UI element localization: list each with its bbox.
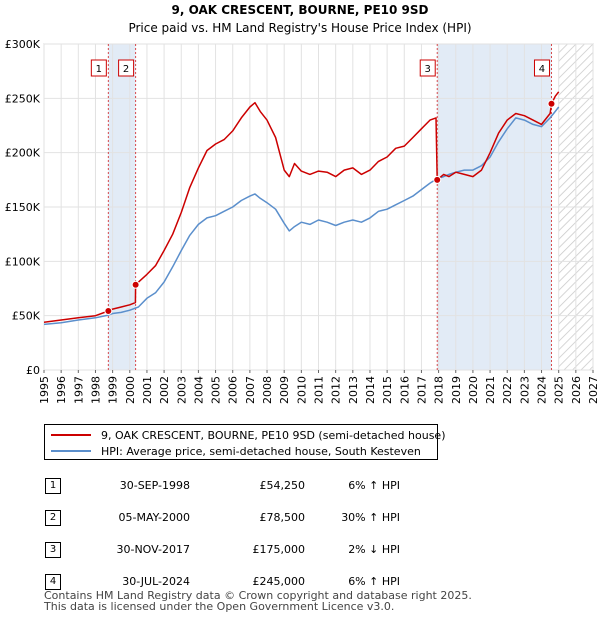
series-lines [44, 91, 560, 326]
sale-date: 05-MAY-2000 [118, 511, 190, 524]
hpi-line [44, 106, 560, 326]
footer-license: This data is licensed under the Open Gov… [44, 600, 395, 613]
sale-point [104, 307, 113, 316]
property-price-line [44, 91, 560, 323]
x-tick-label: 2006 [227, 376, 240, 404]
price-chart: 9, OAK CRESCENT, BOURNE, PE10 9SD Price … [5, 3, 600, 404]
sale-point [433, 175, 442, 184]
footer-copyright: Contains HM Land Registry data © Crown c… [44, 589, 472, 602]
sale-label-box [419, 59, 436, 77]
x-tick-label: 2015 [381, 376, 394, 404]
x-tick-label: 2027 [587, 376, 600, 404]
x-tick-label: 2024 [536, 376, 549, 404]
x-tick-label: 2022 [501, 376, 514, 404]
sale-point [131, 280, 140, 289]
x-tick-label: 2026 [570, 376, 583, 404]
sale-label-box [533, 59, 550, 77]
sale-number-badge: 2 [45, 510, 61, 526]
x-tick-label: 2012 [330, 376, 343, 404]
sale-point [547, 99, 556, 108]
x-tick-label: 1997 [72, 376, 85, 404]
sale-number-badge: 4 [45, 574, 61, 590]
x-tick-label: 2014 [364, 376, 377, 404]
y-tick-label: £100K [5, 255, 41, 268]
x-tick-label: 2017 [415, 376, 428, 404]
sale-price: £175,000 [252, 543, 306, 556]
sale-hpi-change: 2% ↓ HPI [348, 543, 400, 556]
sale-label: 4 [539, 64, 545, 75]
x-tick-label: 1996 [55, 376, 68, 404]
x-tick-label: 2000 [124, 376, 137, 404]
x-tick-label: 1999 [107, 376, 120, 404]
x-tick-label: 2016 [398, 376, 411, 404]
x-tick-label: 2004 [192, 376, 205, 404]
table-row: 2 05-MAY-2000 £78,500 30% ↑ HPI [40, 504, 400, 536]
y-tick-label: £300K [5, 38, 41, 51]
x-axis: 1995 1996 1997 1998 1999 2000 2001 2002 2003 2004… [38, 370, 600, 404]
sale-label: 2 [123, 64, 129, 75]
x-tick-label: 2013 [347, 376, 360, 404]
sale-label: 3 [425, 64, 431, 75]
legend: 9, OAK CRESCENT, BOURNE, PE10 9SD (semi-… [44, 424, 446, 460]
sale-labels: 1 2 3 4 [90, 59, 550, 77]
x-tick-label: 2019 [450, 376, 463, 404]
legend-swatch-hpi [51, 450, 91, 452]
sale-date: 30-SEP-1998 [119, 479, 190, 492]
x-tick-label: 2001 [141, 376, 154, 404]
table-row: 3 30-NOV-2017 £175,000 2% ↓ HPI [40, 536, 400, 568]
legend-label-hpi: HPI: Average price, semi-detached house,… [101, 444, 421, 458]
y-tick-label: £200K [5, 147, 41, 160]
chart-subtitle: Price paid vs. HM Land Registry's House … [128, 21, 471, 35]
x-tick-label: 2021 [484, 376, 497, 404]
x-tick-label: 2023 [518, 376, 531, 404]
x-tick-label: 2008 [261, 376, 274, 404]
table-row: 1 30-SEP-1998 £54,250 6% ↑ HPI [40, 472, 400, 504]
x-tick-label: 1998 [89, 376, 102, 404]
sale-label-box [90, 59, 107, 77]
legend-swatch-property [51, 434, 91, 436]
x-tick-label: 2002 [158, 376, 171, 404]
sale-price: £245,000 [252, 575, 306, 588]
sale-points [104, 99, 556, 316]
sales-table: 1 30-SEP-1998 £54,250 6% ↑ HPI 2 05-MAY-… [40, 472, 400, 600]
legend-item-property: 9, OAK CRESCENT, BOURNE, PE10 9SD (semi-… [51, 427, 446, 443]
sale-hpi-change: 6% ↑ HPI [348, 575, 400, 588]
x-tick-label: 2011 [313, 376, 326, 404]
legend-item-hpi: HPI: Average price, semi-detached house,… [51, 443, 421, 459]
x-tick-label: 2020 [467, 376, 480, 404]
sale-label-box [118, 59, 135, 77]
x-tick-label: 2025 [553, 376, 566, 404]
x-tick-label: 2010 [295, 376, 308, 404]
y-tick-label: £0 [26, 364, 40, 377]
sale-date: 30-NOV-2017 [116, 543, 190, 556]
x-tick-label: 2007 [244, 376, 257, 404]
x-tick-label: 2009 [278, 376, 291, 404]
sale-label: 1 [96, 64, 102, 75]
x-tick-label: 2005 [210, 376, 223, 404]
sale-number-badge: 3 [45, 542, 61, 558]
sale-number-badge: 1 [45, 478, 61, 494]
sale-date: 30-JUL-2024 [122, 575, 190, 588]
sale-price: £54,250 [259, 479, 306, 492]
sale-hpi-change: 30% ↑ HPI [341, 511, 400, 524]
y-tick-label: £250K [5, 92, 41, 105]
y-tick-label: £50K [12, 310, 41, 323]
legend-label-property: 9, OAK CRESCENT, BOURNE, PE10 9SD (semi-… [101, 428, 446, 442]
x-tick-label: 2003 [175, 376, 188, 404]
footer-notice: Contains HM Land Registry data © Crown c… [44, 590, 472, 612]
sale-hpi-change: 6% ↑ HPI [348, 479, 400, 492]
sale-price: £78,500 [259, 511, 306, 524]
y-axis: £0 £50K £100K £150K £200K £250K £300K [5, 38, 41, 377]
table-row: 4 30-JUL-2024 £245,000 6% ↑ HPI [40, 568, 400, 600]
y-tick-label: £150K [5, 201, 41, 214]
chart-title: 9, OAK CRESCENT, BOURNE, PE10 9SD [171, 3, 428, 17]
x-tick-label: 2018 [433, 376, 446, 404]
x-tick-label: 1995 [38, 376, 51, 404]
